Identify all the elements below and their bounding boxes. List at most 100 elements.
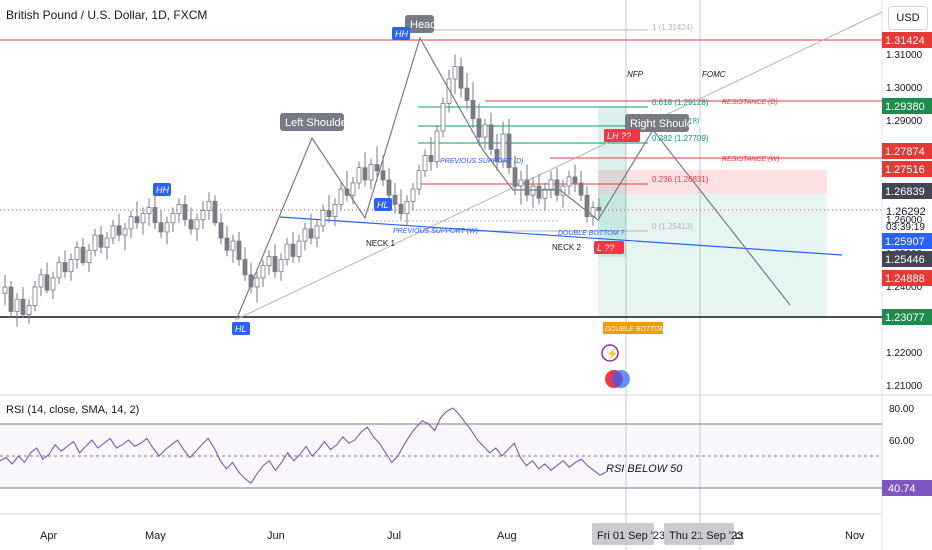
candle bbox=[14, 298, 20, 312]
candle bbox=[8, 286, 14, 312]
long-trendline bbox=[234, 11, 883, 321]
candle bbox=[476, 118, 482, 138]
candle bbox=[134, 216, 140, 224]
candle bbox=[68, 259, 74, 273]
current-price-text: 1.26292 bbox=[886, 206, 926, 218]
head-label: Head bbox=[410, 19, 436, 31]
candle bbox=[530, 185, 536, 196]
price-label-box bbox=[882, 161, 932, 177]
rsi-value-label: 40.74 bbox=[888, 483, 916, 495]
double-bottom-annotation: DOUBLE BOTTOM bbox=[605, 326, 666, 333]
candle bbox=[218, 222, 224, 239]
candle bbox=[32, 286, 38, 306]
price-label-box bbox=[882, 251, 932, 267]
candle bbox=[584, 194, 590, 218]
previous-support-w-annotation: PREVIOUS SUPPORT (W) bbox=[393, 228, 478, 235]
pivot-lh-box bbox=[604, 129, 640, 142]
nfp-annotation: NFP bbox=[627, 70, 644, 79]
candle bbox=[482, 124, 488, 138]
price-label-box bbox=[882, 309, 932, 325]
take-profit-zone bbox=[598, 194, 827, 317]
candle bbox=[194, 219, 200, 230]
neckline-blue bbox=[279, 216, 843, 256]
candle bbox=[458, 66, 464, 89]
price-label: 1.25446 bbox=[885, 254, 925, 266]
candle bbox=[236, 240, 242, 260]
candle bbox=[188, 219, 194, 230]
pivot-l-box bbox=[594, 241, 624, 254]
price-axis-tick: 1.21000 bbox=[886, 381, 923, 392]
stop-loss-zone bbox=[598, 170, 827, 194]
candle bbox=[164, 222, 170, 233]
candle bbox=[122, 228, 128, 236]
candle bbox=[368, 164, 374, 181]
us-flag-icon bbox=[612, 370, 630, 388]
candle bbox=[374, 164, 380, 172]
candle bbox=[278, 259, 284, 273]
rsi-title: RSI (14, close, SMA, 14, 2) bbox=[6, 404, 140, 416]
candle bbox=[434, 130, 440, 162]
candle bbox=[596, 207, 602, 211]
candle bbox=[542, 188, 548, 199]
right-shoulder-label-box bbox=[625, 114, 689, 132]
double-bottom-box bbox=[603, 322, 663, 334]
candle bbox=[182, 204, 188, 221]
time-highlight-label: Thu 21 Sep '23 bbox=[669, 530, 743, 542]
pivot-lh: LH ?? bbox=[607, 131, 631, 141]
candle bbox=[344, 188, 350, 196]
time-highlight-label: Fri 01 Sep '23 bbox=[597, 530, 665, 542]
time-axis-tick-partial: ct bbox=[735, 530, 744, 542]
candle bbox=[146, 207, 152, 214]
rsi-value-box bbox=[882, 480, 932, 496]
fib-level-label: 1 (1.31424) bbox=[652, 23, 693, 32]
candle bbox=[80, 246, 86, 263]
candle bbox=[158, 222, 164, 233]
candle bbox=[350, 182, 356, 196]
candle bbox=[488, 124, 494, 150]
pivot-hl: HL bbox=[235, 324, 247, 334]
rsi-annotation: RSI BELOW 50 bbox=[606, 463, 683, 475]
previous-support-d-annotation: PREVIOUS SUPPORT (D) bbox=[440, 158, 524, 165]
candle bbox=[464, 87, 470, 101]
candle bbox=[254, 277, 260, 288]
candle bbox=[86, 249, 92, 263]
candle bbox=[2, 286, 8, 294]
currency-selector[interactable]: USD bbox=[888, 6, 928, 30]
double-bottom-q-annotation: DOUBLE BOTTOM ? bbox=[558, 230, 624, 237]
candle bbox=[356, 167, 362, 184]
resistance-w-annotation: RESISTANCE (W) bbox=[722, 156, 779, 163]
candle bbox=[326, 210, 332, 218]
candle bbox=[176, 204, 182, 214]
candle bbox=[314, 225, 320, 239]
time-axis-tick: Aug bbox=[497, 530, 517, 542]
candle bbox=[104, 237, 110, 248]
fib-level-label: 0.382 (1.27709) bbox=[652, 134, 709, 143]
candle bbox=[200, 210, 206, 221]
candle bbox=[578, 182, 584, 196]
candle bbox=[440, 103, 446, 132]
price-label: 1.27516 bbox=[885, 164, 925, 176]
candle bbox=[230, 240, 236, 251]
candle bbox=[290, 243, 296, 257]
pivot-l: L ?? bbox=[597, 243, 614, 253]
candle bbox=[422, 155, 428, 172]
pivot-hl: HL bbox=[377, 200, 389, 210]
candle bbox=[152, 207, 158, 224]
candle bbox=[62, 262, 68, 273]
price-label: 1.31424 bbox=[885, 35, 925, 47]
time-axis-tick: Jun bbox=[267, 530, 285, 542]
candle bbox=[20, 298, 26, 315]
candle bbox=[272, 256, 278, 273]
price-label: 1.27874 bbox=[885, 146, 925, 158]
candle bbox=[524, 179, 530, 196]
pivot-hh-box bbox=[392, 27, 410, 40]
candle bbox=[566, 176, 572, 187]
rsi-axis-tick: 80.00 bbox=[889, 404, 914, 415]
candle bbox=[338, 188, 344, 205]
fomc-annotation: FOMC bbox=[702, 70, 726, 79]
candle bbox=[548, 179, 554, 190]
candle bbox=[320, 210, 326, 227]
price-label-box bbox=[882, 143, 932, 159]
left-shoulder-label: Left Shoulder bbox=[285, 117, 351, 129]
